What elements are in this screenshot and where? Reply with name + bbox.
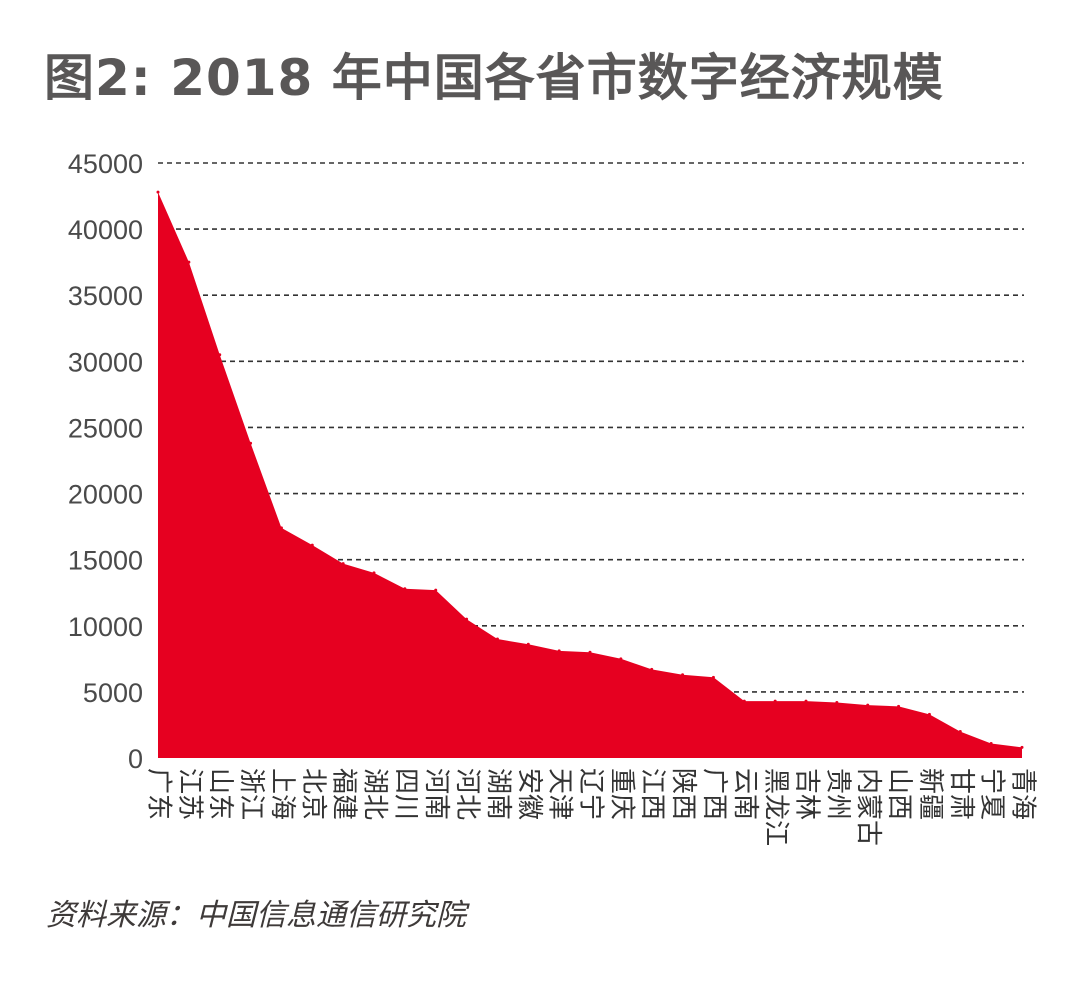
data-point-贵州 — [835, 700, 839, 704]
x-tick-label: 北京 — [298, 768, 328, 820]
area-chart: 0 5000 10000 15000 20000 25000 30000 35000 40000… — [68, 149, 1038, 846]
y-tick-label: 20000 — [68, 480, 143, 510]
y-tick-label: 15000 — [68, 546, 143, 576]
x-tick-label: 河北 — [452, 768, 482, 820]
data-points — [156, 190, 1024, 749]
data-point-山东 — [218, 353, 222, 357]
data-point-天津 — [557, 649, 561, 653]
x-tick-label: 河南 — [421, 768, 451, 820]
y-tick-label: 40000 — [68, 215, 143, 245]
data-point-上海 — [279, 526, 283, 530]
source-note: 资料来源：中国信息通信研究院 — [46, 898, 466, 933]
x-tick-label: 宁夏 — [977, 768, 1007, 820]
data-point-云南 — [742, 699, 746, 703]
data-point-辽宁 — [588, 650, 592, 654]
data-point-黑龙江 — [773, 699, 777, 703]
data-point-河北 — [465, 617, 469, 621]
data-point-北京 — [310, 543, 314, 547]
x-tick-label: 浙江 — [236, 768, 266, 820]
data-point-重庆 — [619, 657, 623, 661]
x-tick-label: 云南 — [730, 768, 760, 820]
data-point-广东 — [156, 190, 160, 194]
data-point-四川 — [403, 587, 407, 591]
y-axis: 0 5000 10000 15000 20000 25000 30000 35000 40000… — [68, 149, 143, 774]
x-tick-label: 湖北 — [360, 768, 390, 820]
x-tick-label: 辽宁 — [576, 768, 606, 820]
y-tick-label: 45000 — [68, 149, 143, 179]
x-tick-label: 甘肃 — [946, 768, 976, 820]
data-point-湖南 — [495, 637, 499, 641]
x-tick-label: 黑龙江 — [761, 768, 791, 846]
chart-title: 图2: 2018 年中国各省市数字经济规模 — [44, 49, 944, 107]
y-tick-label: 35000 — [68, 281, 143, 311]
x-tick-label: 吉林 — [792, 768, 822, 820]
x-tick-label: 安徽 — [514, 768, 544, 820]
x-tick-label: 上海 — [267, 768, 297, 820]
y-tick-label: 0 — [128, 744, 143, 774]
data-point-安徽 — [526, 642, 530, 646]
data-point-青海 — [1020, 745, 1024, 749]
x-tick-label: 贵州 — [822, 768, 852, 820]
data-point-湖北 — [372, 571, 376, 575]
y-tick-label: 10000 — [68, 612, 143, 642]
data-point-内蒙古 — [866, 703, 870, 707]
data-point-福建 — [341, 562, 345, 566]
area-series — [158, 192, 1022, 759]
data-point-浙江 — [249, 441, 253, 445]
x-tick-label: 山东 — [205, 768, 235, 820]
x-tick-label: 广东 — [144, 768, 174, 820]
x-tick-label: 山西 — [884, 768, 914, 820]
data-point-江苏 — [187, 260, 191, 264]
y-tick-label: 25000 — [68, 413, 143, 443]
data-point-陕西 — [681, 673, 685, 677]
x-tick-label: 青海 — [1008, 768, 1038, 820]
x-tick-label: 天津 — [545, 768, 575, 820]
x-axis: 广东 江苏 山东 浙江 上海 北京 福建 湖北 四川 河南 河北 湖南 安徽 天津 辽宁 重庆 江西 陕西 广西 云南… — [144, 768, 1038, 846]
x-tick-label: 四川 — [390, 768, 420, 820]
x-tick-label: 湖南 — [483, 768, 513, 820]
data-point-新疆 — [927, 712, 931, 716]
x-tick-label: 江苏 — [174, 768, 204, 820]
y-tick-label: 5000 — [83, 678, 143, 708]
x-tick-label: 江西 — [637, 768, 667, 820]
data-point-河南 — [434, 588, 438, 592]
data-point-吉林 — [804, 699, 808, 703]
x-tick-label: 福建 — [329, 768, 359, 820]
data-point-广西 — [711, 675, 715, 679]
data-point-宁夏 — [989, 741, 993, 745]
x-tick-label: 新疆 — [915, 768, 945, 820]
data-point-山西 — [897, 704, 901, 708]
data-point-江西 — [650, 667, 654, 671]
x-tick-label: 重庆 — [606, 768, 636, 820]
x-tick-label: 内蒙古 — [853, 768, 883, 846]
x-tick-label: 广西 — [699, 768, 729, 820]
y-tick-label: 30000 — [68, 347, 143, 377]
x-tick-label: 陕西 — [668, 768, 698, 820]
data-point-甘肃 — [958, 730, 962, 734]
